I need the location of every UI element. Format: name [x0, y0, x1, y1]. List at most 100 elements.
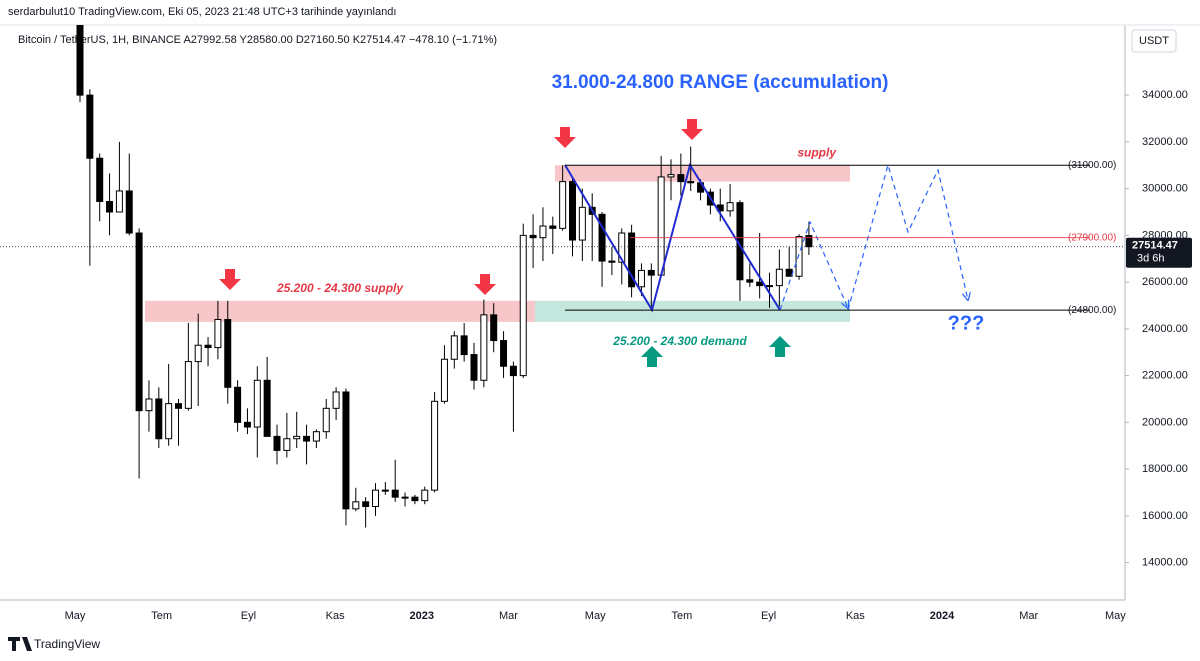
candle-body [529, 234, 537, 239]
level-label: (31000.00) [1068, 160, 1116, 171]
candle-body [86, 94, 94, 159]
x-tick-label: Kas [326, 610, 345, 622]
candle-body [243, 421, 251, 428]
x-tick-label: Tem [151, 610, 172, 622]
candle-body [214, 319, 222, 349]
zone [555, 165, 850, 182]
down-arrow [554, 127, 576, 148]
y-tick-label: 30000.00 [1142, 183, 1188, 195]
candle-body [273, 435, 281, 451]
projection [779, 220, 848, 311]
candle-body [460, 335, 468, 356]
candle-body [362, 501, 370, 508]
x-tick-label: May [1105, 610, 1126, 622]
candle-body [746, 279, 754, 283]
candle-body [470, 354, 478, 381]
candle-body [234, 386, 242, 423]
y-tick-label: 22000.00 [1142, 370, 1188, 382]
header: serdarbulut10 TradingView.com, Eki 05, 2… [8, 6, 396, 18]
candle-body [549, 225, 557, 229]
x-tick-label: 2023 [410, 610, 434, 622]
candle-body [440, 358, 448, 402]
candle-body [480, 314, 488, 381]
drawings: ??? supply 25.200 - 24.300 supply 25.200 -… [219, 119, 1116, 367]
y-tick-label: 20000.00 [1142, 416, 1188, 428]
zone [535, 300, 850, 322]
candle-body [135, 232, 143, 412]
candle-body [578, 206, 586, 241]
level-label: (27900.00) [1068, 232, 1116, 243]
note: ??? [948, 312, 985, 334]
candle-body [569, 181, 576, 241]
y-tick-label: 14000.00 [1142, 557, 1188, 569]
x-tick-label: Kas [846, 610, 865, 622]
candle-body [322, 407, 330, 433]
candle-body [637, 269, 645, 288]
candle-body [598, 213, 606, 262]
candle-body [184, 361, 192, 409]
last-price-box [1126, 237, 1192, 268]
x-tick-label: Mar [1019, 610, 1038, 622]
x-tick-label: May [65, 610, 86, 622]
candle-body [303, 435, 311, 442]
candle-body [687, 181, 695, 184]
y-tick-label: 16000.00 [1142, 510, 1188, 522]
candle-body [381, 489, 389, 492]
candle-body [332, 391, 340, 409]
candle-body [76, 25, 84, 96]
candle-body [372, 489, 379, 508]
candle-body [401, 496, 409, 499]
y-tick-label: 24000.00 [1142, 323, 1188, 335]
candle-body [775, 268, 783, 287]
candle-body [559, 181, 567, 229]
down-arrow [219, 269, 241, 290]
candle-body [421, 489, 429, 502]
candle-body [165, 403, 173, 440]
candle-body [342, 391, 350, 510]
candle-body [115, 190, 123, 213]
candle-body [352, 501, 360, 510]
currency: USDT [1139, 35, 1169, 47]
candle-body [657, 176, 665, 276]
candle-body [450, 335, 458, 360]
footer: TradingView [34, 637, 100, 651]
candle-body [224, 319, 232, 388]
candle-body [805, 235, 813, 248]
chart-title: 31.000-24.800 RANGE (accumulation) [552, 72, 889, 93]
candle-body [608, 260, 616, 263]
candle-body [155, 398, 163, 440]
x-tick-label: Tem [672, 610, 693, 622]
candle-body [766, 285, 773, 288]
zone [145, 300, 535, 322]
candle-body [312, 431, 320, 442]
x-tick-label: 2024 [930, 610, 955, 622]
y-tick-label: 26000.00 [1142, 276, 1188, 288]
candle-body [677, 174, 685, 183]
candle-body [519, 234, 527, 377]
currency-box [1131, 29, 1177, 53]
candle-body [411, 496, 419, 502]
candle-body [204, 344, 212, 349]
candle-body [283, 438, 291, 451]
candle-body [106, 200, 114, 213]
candle-body [263, 379, 271, 437]
y-tick-label: 32000.00 [1142, 136, 1188, 148]
level-label: (24800.00) [1068, 305, 1116, 316]
down-arrow [681, 119, 703, 140]
candle-body [756, 281, 764, 287]
zone-label: 25.200 - 24.300 demand [612, 334, 747, 348]
candle-body [618, 232, 626, 263]
candle-body [539, 225, 547, 239]
candle-body [628, 232, 636, 288]
candle-body [253, 379, 261, 428]
candle-body [726, 202, 734, 212]
x-tick-label: Eyl [761, 610, 776, 622]
symbol-info: Bitcoin / TetherUS, 1H, BINANCE A27992.5… [18, 34, 497, 46]
x-tick-label: May [585, 610, 606, 622]
candle-body [795, 236, 803, 277]
candle-body [125, 190, 133, 234]
candle-body [490, 314, 498, 342]
x-tick-label: Mar [499, 610, 518, 622]
